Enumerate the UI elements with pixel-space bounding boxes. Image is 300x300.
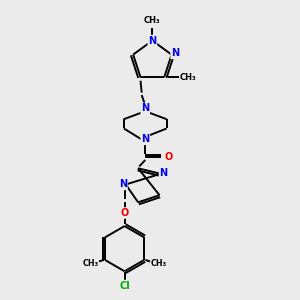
Text: CH₃: CH₃ — [180, 73, 196, 82]
Text: N: N — [171, 48, 179, 59]
Text: CH₃: CH₃ — [82, 259, 98, 268]
Text: N: N — [141, 134, 149, 144]
Text: CH₃: CH₃ — [144, 16, 161, 25]
Text: CH₃: CH₃ — [151, 259, 167, 268]
Text: O: O — [164, 152, 172, 162]
Text: Cl: Cl — [119, 280, 130, 290]
Text: O: O — [120, 208, 129, 218]
Text: N: N — [160, 168, 168, 178]
Text: N: N — [148, 36, 156, 46]
Text: N: N — [119, 179, 127, 190]
Text: N: N — [141, 103, 149, 113]
